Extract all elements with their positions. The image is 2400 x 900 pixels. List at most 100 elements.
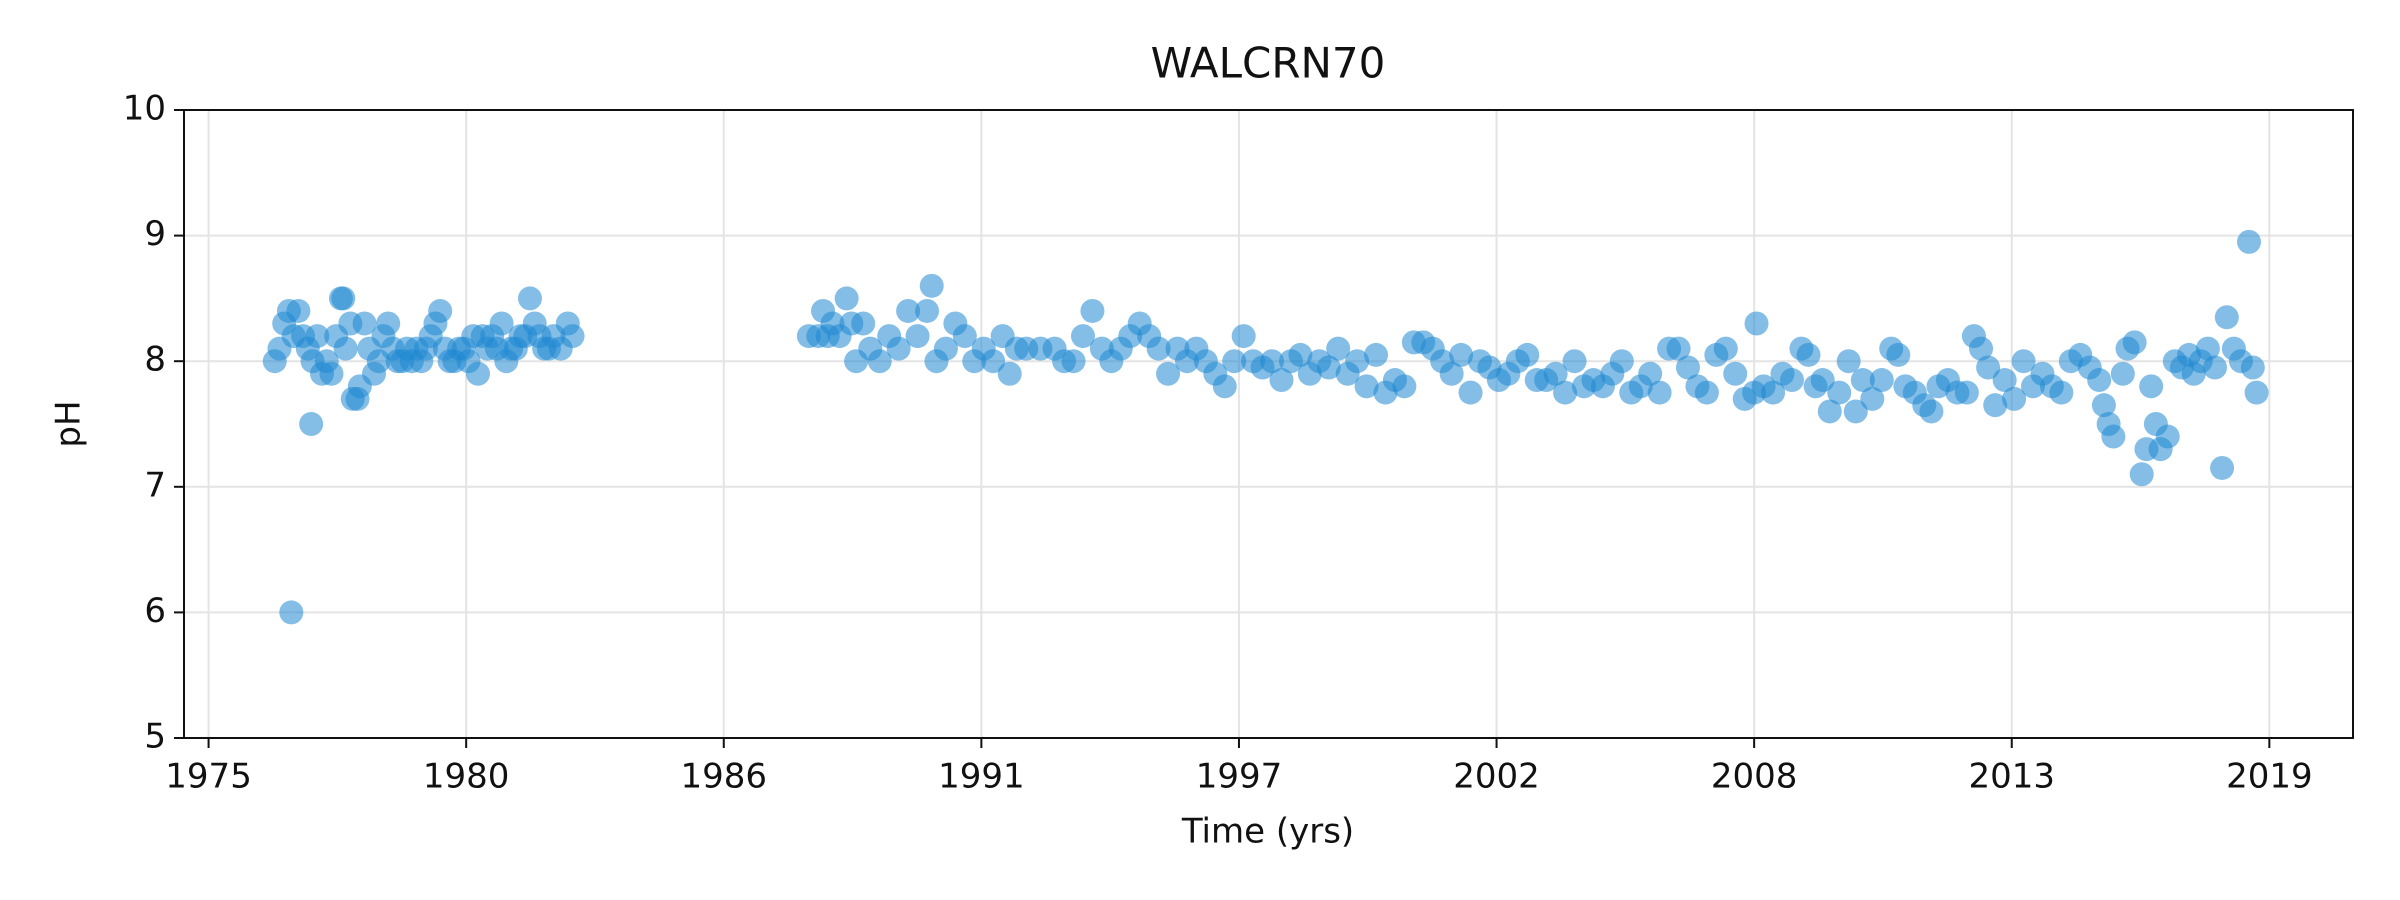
data-point	[933, 336, 958, 361]
data-point	[279, 600, 304, 625]
data-point	[352, 311, 377, 336]
data-point	[981, 349, 1006, 374]
data-point	[2214, 305, 2239, 330]
data-point	[1553, 380, 1578, 405]
data-point	[333, 336, 358, 361]
points	[262, 229, 2269, 625]
data-point	[1647, 380, 1672, 405]
data-point	[1212, 374, 1237, 399]
data-point	[1543, 361, 1568, 386]
data-point	[560, 324, 585, 349]
data-point	[1364, 342, 1389, 367]
y-tick-label: 9	[144, 214, 166, 254]
data-point	[1609, 349, 1634, 374]
chart-title: WALCRN70	[1151, 39, 1386, 88]
data-point	[1810, 368, 1835, 393]
grid	[184, 109, 2353, 739]
y-tick-label: 8	[144, 340, 166, 380]
data-point	[1713, 336, 1738, 361]
x-tick-label: 2019	[2226, 757, 2313, 797]
y-tick-label: 7	[144, 465, 166, 505]
data-point	[1992, 368, 2017, 393]
data-point	[1231, 324, 1256, 349]
data-point	[1080, 298, 1105, 323]
data-point	[2237, 229, 2262, 254]
data-point	[489, 311, 514, 336]
data-point	[2110, 361, 2135, 386]
data-point	[1827, 380, 1852, 405]
data-point	[428, 298, 453, 323]
data-point	[2155, 424, 2180, 449]
data-point	[1796, 342, 1821, 367]
data-point	[834, 286, 859, 311]
data-point	[1269, 368, 1294, 393]
data-point	[896, 298, 921, 323]
data-point	[905, 324, 930, 349]
data-point	[1860, 386, 1885, 411]
y-tick-label: 6	[144, 591, 166, 631]
data-point	[1354, 374, 1379, 399]
data-point	[1316, 355, 1341, 380]
axes: 1975 1980 1986 1991 1997 2002 2008 2013 2019 5 6 7 8…	[123, 89, 2313, 797]
x-axis-label: Time (yrs)	[1181, 812, 1354, 852]
data-point	[919, 273, 944, 298]
data-point	[2011, 349, 2036, 374]
data-point	[2210, 455, 2235, 480]
x-tick-label: 1986	[681, 757, 768, 797]
data-point	[1954, 380, 1979, 405]
data-point	[1666, 336, 1691, 361]
x-tick-label: 1997	[1196, 757, 1283, 797]
data-point	[952, 324, 977, 349]
x-tick-label: 1975	[165, 757, 252, 797]
y-tick-label: 10	[123, 89, 166, 129]
data-point	[1836, 349, 1861, 374]
data-point	[1817, 399, 1842, 424]
data-point	[465, 361, 490, 386]
data-point	[331, 286, 356, 311]
data-point	[1392, 374, 1417, 399]
x-tick-label: 2002	[1453, 757, 1540, 797]
data-point	[851, 311, 876, 336]
data-point	[1288, 342, 1313, 367]
data-point	[2101, 424, 2126, 449]
data-point	[1886, 342, 1911, 367]
data-point	[1260, 349, 1285, 374]
data-point	[1146, 336, 1171, 361]
data-point	[886, 336, 911, 361]
y-axis-label: pH	[49, 400, 89, 447]
y-tick-label: 5	[144, 717, 166, 757]
data-point	[2049, 380, 2074, 405]
data-point	[1515, 342, 1540, 367]
x-tick-label: 1980	[423, 757, 510, 797]
data-point	[1675, 355, 1700, 380]
data-point	[1983, 393, 2008, 418]
data-point	[915, 298, 940, 323]
data-point	[2129, 462, 2154, 487]
data-point	[1449, 342, 1474, 367]
data-point	[1744, 311, 1769, 336]
data-point	[1222, 349, 1247, 374]
data-point	[2195, 336, 2220, 361]
data-point	[305, 324, 330, 349]
data-point	[1869, 368, 1894, 393]
data-point	[517, 286, 542, 311]
data-point	[2244, 380, 2269, 405]
data-point	[2122, 330, 2147, 355]
data-point	[1326, 336, 1351, 361]
data-point	[1843, 399, 1868, 424]
data-point	[2240, 355, 2265, 380]
data-point	[2002, 386, 2027, 411]
data-point	[2091, 393, 2116, 418]
data-point	[319, 361, 344, 386]
data-point	[2087, 368, 2112, 393]
data-point	[1562, 349, 1587, 374]
data-point	[1723, 361, 1748, 386]
data-point	[1458, 380, 1483, 405]
data-point	[286, 298, 311, 323]
data-point	[2202, 355, 2227, 380]
data-point	[299, 412, 324, 436]
data-point	[376, 311, 401, 336]
data-point	[867, 349, 892, 374]
data-point	[1976, 355, 2001, 380]
